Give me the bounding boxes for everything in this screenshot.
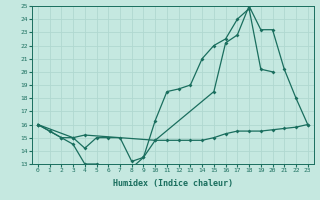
X-axis label: Humidex (Indice chaleur): Humidex (Indice chaleur) [113,179,233,188]
